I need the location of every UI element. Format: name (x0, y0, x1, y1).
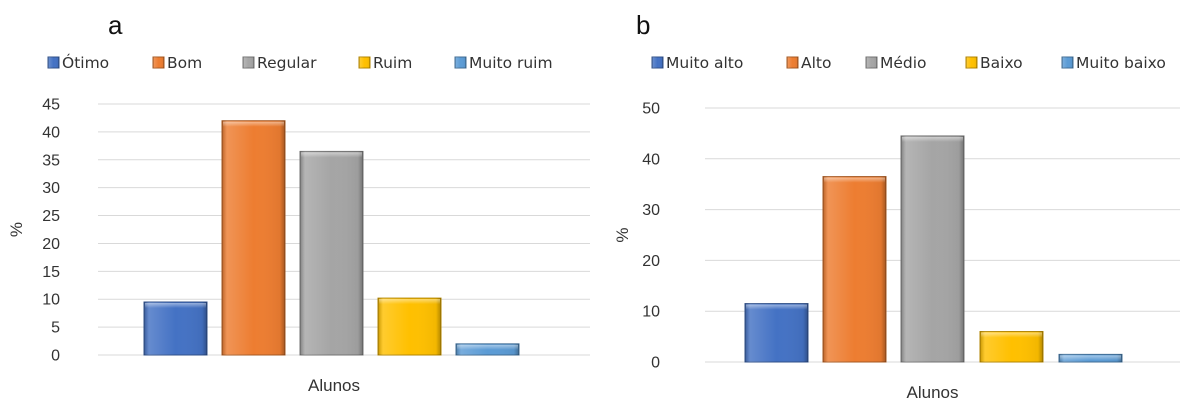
legend-item: Muito alto (651, 54, 743, 72)
legend-swatch-bevel (652, 57, 663, 68)
legend-swatch-bevel (243, 57, 254, 68)
legend-label: Regular (257, 54, 317, 72)
legend-label: Muito ruim (469, 54, 553, 72)
bar-top-highlight (1060, 355, 1121, 361)
legend-label: Ótimo (62, 53, 109, 72)
y-axis-label: % (7, 222, 26, 237)
bar-muito-baixo (1058, 353, 1123, 363)
bar-bevel (378, 298, 441, 355)
y-tick-label: 40 (642, 151, 660, 168)
panel-letter-b: b (636, 10, 650, 40)
legend-swatch-bevel (966, 57, 977, 68)
legend-label: Alto (801, 54, 831, 72)
bar-regular (299, 150, 364, 356)
legend-item: Médio (865, 54, 927, 72)
bar-top-highlight (223, 121, 284, 127)
legend-item: Muito baixo (1061, 54, 1166, 72)
bar-top-highlight (379, 299, 440, 305)
x-axis-label: Alunos (308, 376, 360, 395)
y-tick-label: 15 (42, 264, 60, 281)
legend-item: Baixo (965, 54, 1023, 72)
y-tick-label: 50 (642, 101, 660, 118)
bar-baixo (979, 331, 1044, 363)
bar-muito-alto (744, 303, 809, 363)
y-tick-label: 40 (42, 124, 60, 141)
bar-bevel (300, 151, 363, 355)
legend-label: Ruim (373, 54, 412, 72)
y-tick-label: 20 (42, 236, 60, 253)
bar-ruim (377, 297, 442, 356)
y-tick-label: 30 (642, 202, 660, 219)
bar-top-highlight (746, 304, 807, 310)
bar-médio (900, 135, 965, 363)
y-tick-label: 30 (42, 180, 60, 197)
bar-top-highlight (301, 152, 362, 158)
y-axis-label: % (613, 227, 632, 242)
legend-item: Bom (152, 54, 202, 72)
bar-top-highlight (902, 136, 963, 142)
bar-bevel (823, 176, 886, 362)
bar-muito-ruim (455, 343, 520, 356)
y-tick-label: 10 (42, 292, 60, 309)
bar-bevel (745, 303, 808, 362)
y-tick-label: 0 (651, 355, 660, 372)
legend-label: Médio (880, 54, 927, 72)
bar-bevel (222, 120, 285, 355)
y-tick-label: 5 (51, 320, 60, 337)
y-tick-label: 10 (642, 304, 660, 321)
legend-swatch-bevel (866, 57, 877, 68)
chart-b: b 0 10 20 30 40 50% Alunos Muito alto Alto Médio Ba… (613, 10, 1180, 400)
legend-item: Ótimo (47, 53, 109, 72)
legend-label: Muito baixo (1076, 54, 1166, 72)
y-tick-label: 0 (51, 348, 60, 365)
legend-item: Muito ruim (454, 54, 553, 72)
y-tick-label: 45 (42, 97, 60, 114)
bar-bevel (901, 135, 964, 362)
legend-item: Ruim (358, 54, 412, 72)
legend-label: Muito alto (666, 54, 743, 72)
bar-top-highlight (981, 332, 1042, 338)
bar-top-highlight (824, 177, 885, 183)
x-axis-label: Alunos (907, 383, 959, 400)
bar-ótimo (143, 301, 208, 356)
y-tick-label: 35 (42, 152, 60, 169)
legend-swatch-bevel (153, 57, 164, 68)
legend-label: Bom (167, 54, 202, 72)
legend-item: Alto (786, 54, 831, 72)
legend-item: Regular (242, 54, 317, 72)
bar-top-highlight (457, 344, 518, 350)
legend-swatch-bevel (1062, 57, 1073, 68)
bar-top-highlight (145, 303, 206, 309)
bar-bom (221, 120, 286, 356)
legend-swatch-bevel (48, 57, 59, 68)
legend-swatch-bevel (787, 57, 798, 68)
legend-swatch-bevel (359, 57, 370, 68)
bar-bevel (144, 302, 207, 355)
bar-alto (822, 176, 887, 363)
y-tick-label: 25 (42, 208, 60, 225)
y-tick-label: 20 (642, 253, 660, 270)
chart-a: a 0 5 10 15 20 25 30 35 40 45% Alunos Ótimo Bom Regula… (7, 10, 590, 395)
legend-label: Baixo (980, 54, 1023, 72)
panel-letter-a: a (108, 10, 123, 40)
legend-swatch-bevel (455, 57, 466, 68)
